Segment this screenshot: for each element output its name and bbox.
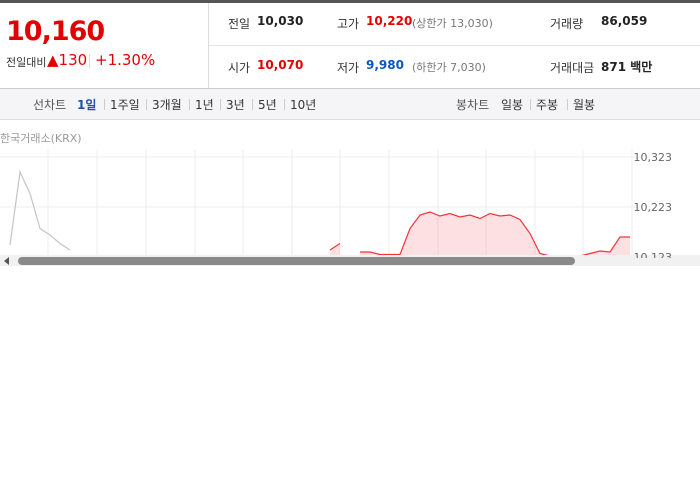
area: [360, 212, 630, 258]
candle-tab[interactable]: 월봉: [573, 98, 596, 112]
summary-label: 거래량: [550, 17, 584, 31]
summary-label: 거래대금: [550, 61, 595, 75]
price-line: [329, 211, 630, 257]
summary-value: 10,030: [257, 14, 304, 28]
y-tick-label: 10,323: [634, 151, 673, 164]
line-chart-label: 선차트: [33, 98, 67, 112]
tab-sep: [146, 99, 147, 110]
period-tab[interactable]: 10년: [290, 98, 317, 112]
period-tab[interactable]: 3년: [226, 98, 245, 112]
price: 10,160: [6, 16, 105, 47]
period-tab[interactable]: 1일: [77, 98, 97, 112]
change: ▲130: [47, 51, 87, 69]
summary-note: (하한가 7,030): [412, 61, 486, 74]
tab-bar: [0, 89, 700, 120]
summary-value: 10,220: [366, 14, 413, 28]
tab-sep: [284, 99, 285, 110]
period-tab[interactable]: 1년: [195, 98, 214, 112]
summary-note: (상한가 13,030): [412, 17, 493, 30]
chart: 10,323 10,223 10,123: [0, 150, 700, 266]
tab-sep: [567, 99, 568, 110]
summary-value: 9,980: [366, 58, 404, 72]
top-border: [0, 0, 700, 3]
area: [330, 243, 340, 258]
source: 한국거래소(KRX): [0, 132, 82, 145]
summary-label: 고가: [337, 17, 360, 31]
candle-chart-label: 봉차트: [456, 98, 490, 112]
summary-value: 86,059: [601, 14, 648, 28]
period-tab[interactable]: 5년: [258, 98, 277, 112]
summary-value: 10,070: [257, 58, 304, 72]
price-line: [9, 169, 71, 251]
tab-sep: [189, 99, 190, 110]
divider: [0, 88, 700, 89]
period-tab[interactable]: 1주일: [110, 98, 140, 112]
candle-tab[interactable]: 주봉: [536, 98, 559, 112]
candle-tab[interactable]: 일봉: [501, 98, 524, 112]
summary-label: 전일: [228, 17, 251, 31]
up-arrow: ▲: [47, 51, 59, 69]
change-label: 전일대비: [6, 56, 47, 69]
scrollbar-thumb[interactable]: [18, 257, 575, 265]
tab-sep: [104, 99, 105, 110]
y-tick-label: 10,223: [634, 201, 673, 214]
y-tick-label: 10,123: [634, 251, 673, 264]
divider: [89, 54, 90, 68]
scroll-left[interactable]: [4, 257, 9, 265]
summary-label: 저가: [337, 61, 360, 75]
period-tab[interactable]: 3개월: [152, 98, 182, 112]
plot: [0, 150, 640, 258]
change-pct: +1.30%: [95, 51, 156, 69]
change-value: 130: [58, 51, 88, 69]
tab-sep: [252, 99, 253, 110]
divider: [208, 3, 209, 89]
summary-label: 시가: [228, 61, 251, 75]
tab-sep: [530, 99, 531, 110]
summary-value: 871 백만: [601, 60, 653, 74]
divider: [209, 45, 700, 46]
tab-sep: [220, 99, 221, 110]
